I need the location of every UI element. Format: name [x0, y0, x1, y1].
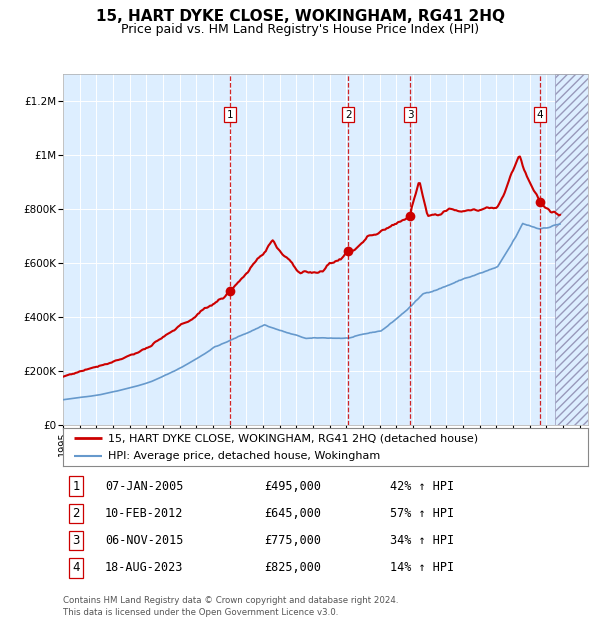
Text: 4: 4 — [73, 562, 80, 574]
Text: 4: 4 — [537, 110, 544, 120]
Text: £825,000: £825,000 — [264, 562, 321, 574]
Text: 1: 1 — [227, 110, 233, 120]
Text: £495,000: £495,000 — [264, 480, 321, 492]
Text: 15, HART DYKE CLOSE, WOKINGHAM, RG41 2HQ (detached house): 15, HART DYKE CLOSE, WOKINGHAM, RG41 2HQ… — [107, 433, 478, 443]
Text: 3: 3 — [407, 110, 413, 120]
Text: 10-FEB-2012: 10-FEB-2012 — [105, 507, 184, 520]
Text: 2: 2 — [345, 110, 352, 120]
Text: 3: 3 — [73, 534, 80, 547]
Text: 18-AUG-2023: 18-AUG-2023 — [105, 562, 184, 574]
Text: 57% ↑ HPI: 57% ↑ HPI — [390, 507, 454, 520]
Text: 1: 1 — [73, 480, 80, 492]
Text: HPI: Average price, detached house, Wokingham: HPI: Average price, detached house, Woki… — [107, 451, 380, 461]
Text: 42% ↑ HPI: 42% ↑ HPI — [390, 480, 454, 492]
Text: 06-NOV-2015: 06-NOV-2015 — [105, 534, 184, 547]
Text: 07-JAN-2005: 07-JAN-2005 — [105, 480, 184, 492]
Text: £775,000: £775,000 — [264, 534, 321, 547]
Text: 34% ↑ HPI: 34% ↑ HPI — [390, 534, 454, 547]
Text: 2: 2 — [73, 507, 80, 520]
Text: £645,000: £645,000 — [264, 507, 321, 520]
Text: Price paid vs. HM Land Registry's House Price Index (HPI): Price paid vs. HM Land Registry's House … — [121, 23, 479, 36]
Text: 15, HART DYKE CLOSE, WOKINGHAM, RG41 2HQ: 15, HART DYKE CLOSE, WOKINGHAM, RG41 2HQ — [95, 9, 505, 24]
Bar — [554, 74, 588, 425]
Text: 14% ↑ HPI: 14% ↑ HPI — [390, 562, 454, 574]
Text: Contains HM Land Registry data © Crown copyright and database right 2024.
This d: Contains HM Land Registry data © Crown c… — [63, 596, 398, 617]
